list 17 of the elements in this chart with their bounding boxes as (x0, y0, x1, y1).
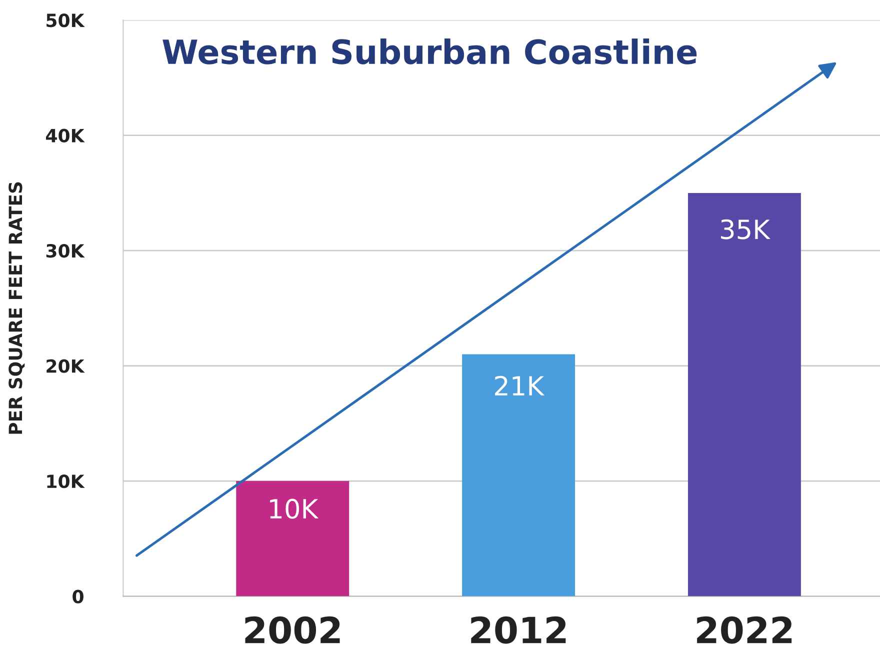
bar (236, 481, 350, 596)
y-tick-label: 10K (47, 474, 85, 488)
data-label: 35K (721, 219, 770, 240)
y-tick-label: 20K (46, 359, 85, 373)
x-tick-label: 2002 (245, 616, 340, 644)
y-axis-title: PER SQUARE FEET RATES (8, 182, 25, 434)
y-tick-label: 0 (72, 590, 84, 604)
y-tick-label: 40K (46, 128, 85, 142)
y-tick-label: 50K (46, 14, 85, 28)
chart-title: Western Suburban Coastline (162, 38, 697, 64)
bar (688, 192, 801, 596)
bar (462, 354, 576, 596)
x-tick-label: 2012 (471, 616, 566, 644)
data-label: 10K (270, 498, 319, 519)
data-label: 21K (495, 376, 545, 396)
x-tick-label: 2022 (697, 616, 792, 644)
y-tick-label: 30K (46, 244, 85, 258)
